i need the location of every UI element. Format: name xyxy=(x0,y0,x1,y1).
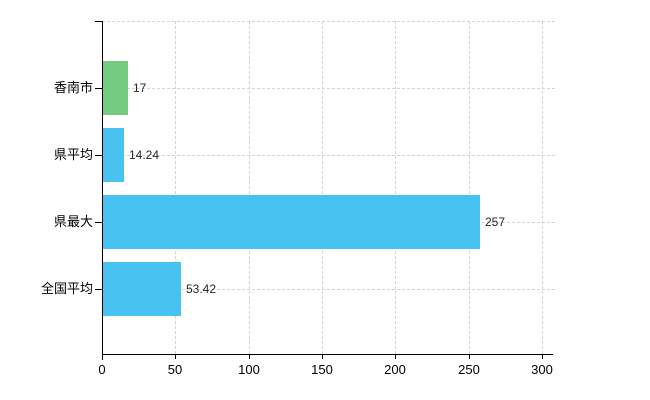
x-tick-label: 0 xyxy=(98,362,106,377)
bar xyxy=(103,128,124,182)
y-axis-top-tick xyxy=(95,21,102,22)
x-tick-label: 250 xyxy=(458,362,480,377)
x-tick-label: 200 xyxy=(384,362,406,377)
x-tick xyxy=(175,354,176,359)
gridline-v xyxy=(395,21,396,354)
plot-top-border xyxy=(102,21,555,22)
gridline-v xyxy=(175,21,176,354)
x-tick-label: 300 xyxy=(531,362,553,377)
category-label: 香南市 xyxy=(53,80,93,95)
y-axis xyxy=(102,21,103,360)
bar xyxy=(103,262,181,316)
y-tick xyxy=(95,155,102,156)
bar-value-label: 17 xyxy=(133,81,147,95)
gridline-h xyxy=(102,155,555,156)
gridline-v xyxy=(469,21,470,354)
bar-value-label: 257 xyxy=(485,215,506,229)
category-label: 県最大 xyxy=(53,214,93,229)
x-tick-label: 150 xyxy=(311,362,333,377)
y-tick xyxy=(95,289,102,290)
bar xyxy=(103,61,128,115)
category-label: 全国平均 xyxy=(40,281,93,296)
y-tick xyxy=(95,88,102,89)
x-tick xyxy=(542,354,543,359)
x-axis xyxy=(102,354,553,355)
bar-value-label: 53.42 xyxy=(186,282,217,296)
gridline-v xyxy=(322,21,323,354)
x-tick xyxy=(322,354,323,359)
gridline-h xyxy=(102,289,555,290)
x-tick-label: 50 xyxy=(167,362,183,377)
x-tick xyxy=(395,354,396,359)
bar xyxy=(103,195,480,249)
gridline-h xyxy=(102,88,555,89)
y-tick xyxy=(95,222,102,223)
x-tick-label: 100 xyxy=(238,362,260,377)
x-tick xyxy=(469,354,470,359)
x-tick xyxy=(249,354,250,359)
bar-value-label: 14.24 xyxy=(129,148,160,162)
category-label: 県平均 xyxy=(53,147,93,162)
gridline-v xyxy=(249,21,250,354)
gridline-v xyxy=(542,21,543,354)
